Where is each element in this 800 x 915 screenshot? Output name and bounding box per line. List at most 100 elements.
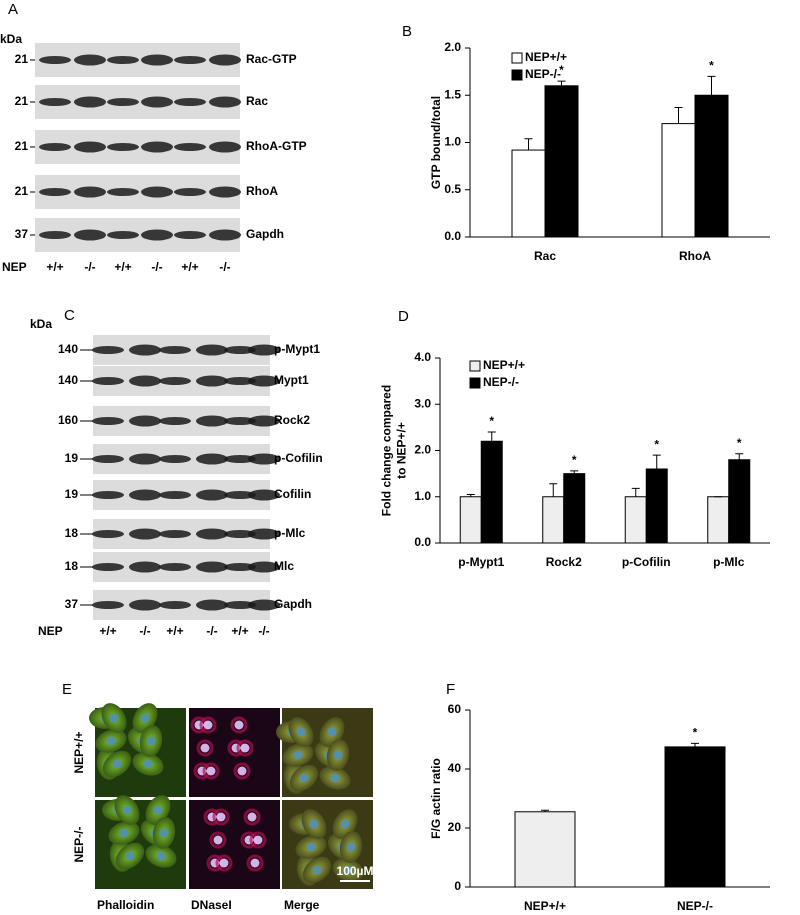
nucleus xyxy=(112,759,122,769)
protein-label: Gapdh xyxy=(246,227,284,241)
blot-band xyxy=(129,599,161,611)
error-bar xyxy=(524,138,533,151)
blot-band xyxy=(107,188,139,196)
blot-band xyxy=(159,601,191,609)
kda-value: 21 xyxy=(15,184,29,198)
nucleus-halo xyxy=(196,739,214,757)
nucleus xyxy=(253,835,263,845)
blot-band xyxy=(39,231,71,239)
legend-swatch xyxy=(511,52,523,64)
x-tick-label: p-Mlc xyxy=(713,555,745,569)
blot-band xyxy=(224,346,256,354)
y-tick-label: 4.0 xyxy=(414,350,431,364)
blot-band xyxy=(248,453,280,465)
error-bar xyxy=(652,454,661,469)
nucleus xyxy=(240,743,250,753)
protein-label: p-Mlc xyxy=(274,526,306,540)
nucleus xyxy=(153,805,163,815)
panel-label: F xyxy=(446,681,455,698)
blot-band xyxy=(129,489,161,501)
protein-label: p-Cofilin xyxy=(274,451,323,465)
genotype-label: NEP xyxy=(38,624,63,638)
blot-band xyxy=(159,346,191,354)
blot-band xyxy=(224,563,256,571)
x-tick-label: NEP+/+ xyxy=(524,899,566,913)
y-axis-label: GTP bound/total xyxy=(429,96,443,189)
error-bar xyxy=(674,107,683,124)
error-bar xyxy=(707,75,716,96)
blot-band xyxy=(129,528,161,540)
error-bar xyxy=(541,809,549,812)
nucleus-halo xyxy=(202,762,220,780)
lane-label: -/- xyxy=(219,260,230,274)
kda-label: kDa xyxy=(30,317,52,331)
lane-label: -/- xyxy=(84,260,95,274)
bar xyxy=(694,94,729,238)
blot-band xyxy=(141,186,173,198)
bar xyxy=(664,746,726,888)
y-tick-label: 60 xyxy=(448,702,462,716)
blot-band xyxy=(74,141,106,153)
bar xyxy=(645,468,668,544)
blot-band xyxy=(159,377,191,385)
lane-label: -/- xyxy=(258,624,269,638)
error-bar xyxy=(570,470,579,474)
blot-band xyxy=(196,453,228,465)
protein-label: Rac xyxy=(246,94,268,108)
nucleus xyxy=(106,736,116,746)
blot-band xyxy=(248,528,280,540)
blot-band xyxy=(74,54,106,66)
blot-band xyxy=(248,375,280,387)
blot-band xyxy=(129,344,161,356)
lane-label: +/+ xyxy=(99,624,116,638)
blot-band xyxy=(74,96,106,108)
x-tick-label: p-Cofilin xyxy=(622,555,671,569)
bar xyxy=(542,496,565,544)
nucleus xyxy=(146,736,156,746)
blot-band xyxy=(39,98,71,106)
significance-mark: * xyxy=(737,436,742,450)
blot-band xyxy=(248,561,280,573)
y-tick-label: 1.5 xyxy=(444,87,461,101)
lane-label: +/+ xyxy=(231,624,248,638)
blot-band xyxy=(129,561,161,573)
significance-mark: * xyxy=(559,63,564,77)
blot-band xyxy=(196,528,228,540)
blot-band xyxy=(248,415,280,427)
y-axis-label: to NEP+/+ xyxy=(395,422,409,479)
lane-label: -/- xyxy=(139,624,150,638)
nucleus xyxy=(143,759,153,769)
nucleus xyxy=(216,812,226,822)
blot-band xyxy=(209,141,241,153)
image-row-label: NEP-/- xyxy=(72,826,86,862)
nucleus-halo xyxy=(199,716,217,734)
blot-band xyxy=(224,455,256,463)
blot-band xyxy=(107,231,139,239)
blot-band xyxy=(159,563,191,571)
significance-mark: * xyxy=(709,59,714,73)
nucleus-halo xyxy=(212,808,230,826)
significance-mark: * xyxy=(693,726,698,740)
blot-band xyxy=(196,344,228,356)
protein-label: RhoA-GTP xyxy=(246,139,307,153)
nucleus xyxy=(200,743,210,753)
bar xyxy=(707,496,730,544)
legend-label: NEP-/- xyxy=(483,375,519,389)
nucleus-halo xyxy=(233,762,251,780)
y-tick-label: 1.0 xyxy=(444,135,461,149)
nucleus xyxy=(237,766,247,776)
kda-value: 19 xyxy=(65,451,79,465)
kda-value: 21 xyxy=(15,94,29,108)
blot-band xyxy=(224,377,256,385)
nucleus xyxy=(299,773,309,783)
lane-label: +/+ xyxy=(166,624,183,638)
blot-band xyxy=(209,229,241,241)
y-axis-label: Fold change compared xyxy=(380,385,394,516)
protein-label: p-Mypt1 xyxy=(274,342,320,356)
error-bar xyxy=(557,80,566,86)
lane-label: -/- xyxy=(151,260,162,274)
blot-band xyxy=(174,188,206,196)
blot-band xyxy=(224,417,256,425)
image-row-label: NEP+/+ xyxy=(72,731,86,773)
